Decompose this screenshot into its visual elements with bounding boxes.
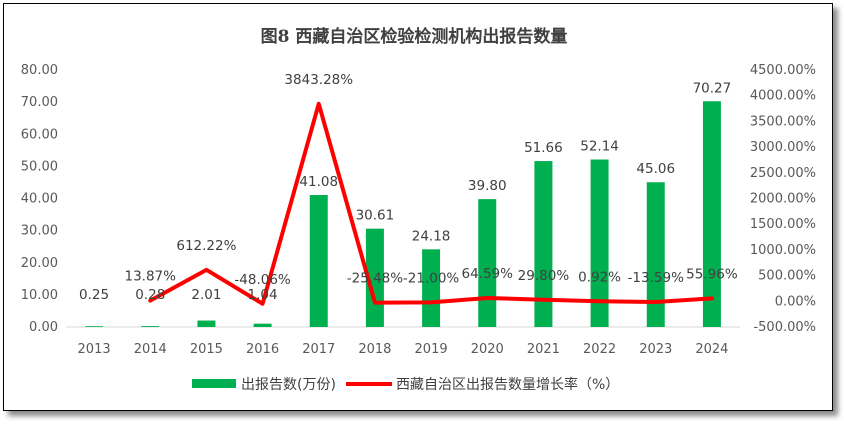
bar-value-label: 24.18: [412, 228, 451, 244]
legend-bar-label: 出报告数(万份): [241, 377, 336, 393]
left-axis-tick-label: 20.00: [21, 256, 58, 271]
data-labels: 0.25 0.28 2.01 1.04 41.08 30.61 24.18 39.80 51.6…: [79, 72, 738, 303]
legend-bar-swatch: [192, 379, 236, 388]
chart-svg: 图8 西藏自治区检验检测机构出报告数量 0.00 10.00 20.00 30.00 4…: [21, 26, 816, 393]
bar-value-label: 51.66: [524, 140, 563, 156]
left-axis-tick-label: 30.00: [21, 224, 58, 239]
growth-rate-line: [148, 101, 714, 306]
bar: [197, 320, 216, 327]
x-axis-tick-label: 2023: [639, 342, 672, 357]
right-axis-tick-label: 2000.00%: [750, 192, 816, 207]
x-axis-tick-label: 2024: [695, 342, 728, 357]
bar-value-label: 45.06: [636, 161, 675, 177]
x-axis-tick-label: 2018: [358, 342, 391, 357]
right-axis-tick-label: 0.00%: [775, 294, 816, 309]
bar-value-label: 0.28: [135, 287, 165, 303]
bar: [478, 199, 497, 327]
line-value-label: 64.59%: [462, 266, 514, 282]
line-value-label: -13.59%: [628, 270, 685, 286]
line-value-label: -25.48%: [347, 271, 404, 287]
chart-frame: 图8 西藏自治区检验检测机构出报告数量 0.00 10.00 20.00 30.00 4…: [3, 3, 833, 411]
left-axis-tick-label: 70.00: [21, 95, 58, 110]
left-axis: 0.00 10.00 20.00 30.00 40.00 50.00 60.00 70.00 8…: [21, 63, 58, 335]
right-axis-tick-label: 1000.00%: [750, 243, 816, 258]
x-axis-tick-label: 2022: [583, 342, 616, 357]
x-axis-tick-label: 2020: [471, 342, 504, 357]
right-axis-tick-label: 3500.00%: [750, 114, 816, 129]
x-axis-tick-label: 2015: [190, 342, 223, 357]
bar-value-label: 70.27: [693, 80, 732, 96]
right-axis-tick-label: 4000.00%: [750, 89, 816, 104]
bar: [309, 195, 328, 327]
bar: [702, 101, 721, 327]
bar-value-label: 52.14: [580, 139, 619, 155]
left-axis-tick-label: 60.00: [21, 127, 58, 142]
x-axis-tick-label: 2013: [78, 342, 111, 357]
line-value-label: 29.80%: [518, 268, 570, 284]
bar-series: [85, 101, 721, 327]
x-axis: 2013 2014 2015 2016 2017 2018 2019 2020 2021 2022…: [66, 326, 740, 357]
bar: [253, 323, 272, 327]
left-axis-tick-label: 80.00: [21, 63, 58, 78]
bar: [422, 249, 441, 327]
left-axis-tick-label: 50.00: [21, 159, 58, 174]
x-axis-tick-label: 2021: [527, 342, 560, 357]
right-axis-tick-label: 3000.00%: [750, 140, 816, 155]
x-axis-tick-label: 2019: [415, 342, 448, 357]
line-series: [148, 101, 714, 306]
right-axis-tick-label: 4500.00%: [750, 63, 816, 78]
bar-value-label: 41.08: [299, 174, 338, 190]
x-axis-tick-label: 2016: [246, 342, 279, 357]
left-axis-tick-label: 0.00: [29, 320, 58, 335]
bar-value-label: 0.25: [79, 287, 109, 303]
right-axis-tick-label: 1500.00%: [750, 217, 816, 232]
bar: [590, 159, 609, 327]
right-axis-tick-label: 500.00%: [758, 269, 816, 284]
bar: [85, 326, 104, 327]
right-axis: -500.00% 0.00% 500.00% 1000.00% 1500.00% 2000…: [750, 63, 816, 335]
line-value-label: -21.00%: [403, 270, 460, 286]
bar-value-label: 30.61: [356, 208, 395, 224]
x-axis-tick-label: 2014: [134, 342, 167, 357]
bar-value-label: 39.80: [468, 178, 507, 194]
chart-title: 图8 西藏自治区检验检测机构出报告数量: [261, 26, 568, 47]
bar-value-label: 1.04: [248, 287, 278, 303]
line-value-label: 13.87%: [125, 269, 177, 285]
legend: 出报告数(万份) 西藏自治区出报告数量增长率（%）: [192, 376, 619, 393]
legend-line-label: 西藏自治区出报告数量增长率（%）: [396, 376, 619, 393]
x-axis-tick-label: 2017: [302, 342, 335, 357]
right-axis-tick-label: 2500.00%: [750, 166, 816, 181]
line-value-label: 3843.28%: [284, 72, 353, 88]
bar: [534, 161, 553, 327]
bar-value-label: 2.01: [191, 287, 221, 303]
right-axis-tick-label: -500.00%: [753, 320, 816, 335]
bar: [646, 182, 665, 327]
left-axis-tick-label: 10.00: [21, 288, 58, 303]
line-value-label: 612.22%: [176, 238, 236, 254]
bar: [141, 326, 160, 327]
left-axis-tick-label: 40.00: [21, 192, 58, 207]
line-value-label: 55.96%: [686, 266, 738, 282]
line-value-label: -48.06%: [234, 272, 291, 288]
line-value-label: 0.92%: [578, 269, 621, 285]
